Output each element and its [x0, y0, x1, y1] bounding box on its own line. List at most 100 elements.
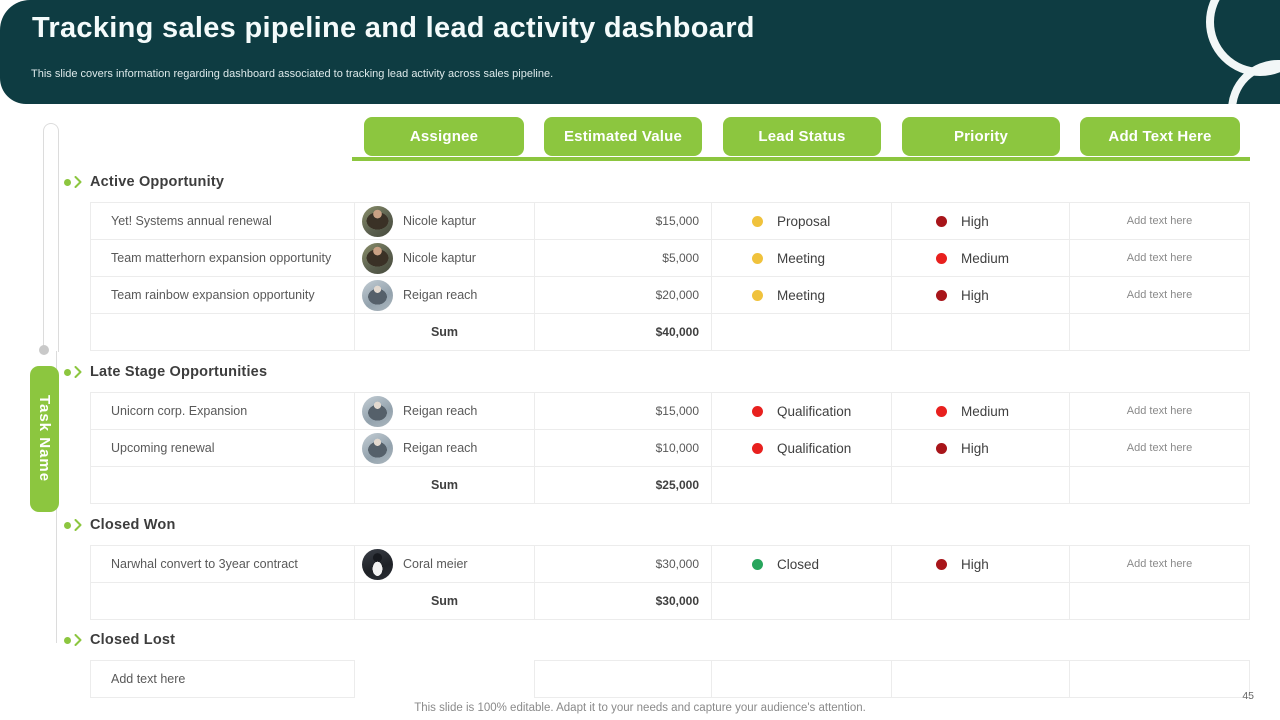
task-cell: Yet! Systems annual renewal: [90, 202, 355, 240]
status-cell: [711, 660, 892, 698]
note-cell[interactable]: Add text here: [1069, 392, 1250, 430]
column-header-assignee[interactable]: Assignee: [364, 117, 524, 156]
sum-label-cell: Sum: [354, 313, 535, 351]
priority-dot-icon: [936, 289, 947, 301]
note-cell[interactable]: Add text here: [1069, 276, 1250, 314]
priority-dot-icon: [936, 558, 947, 570]
status-cell: Qualification: [711, 392, 892, 430]
status-cell: Closed: [711, 545, 892, 583]
assignee-cell: Nicole kaptur: [354, 239, 535, 277]
task-cell: Unicorn corp. Expansion: [90, 392, 355, 430]
footer-note: This slide is 100% editable. Adapt it to…: [414, 702, 866, 714]
priority-dot-icon: [936, 405, 947, 417]
value-cell: [534, 660, 712, 698]
status-dot-icon: [752, 442, 763, 454]
task-name-label: Task Name: [30, 366, 59, 512]
priority-label: High: [961, 556, 989, 572]
task-cell: [90, 466, 355, 504]
assignee-cell: Reigan reach: [354, 276, 535, 314]
status-label: Meeting: [777, 250, 826, 266]
avatar: [362, 242, 393, 274]
note-cell[interactable]: Add text here: [1069, 202, 1250, 240]
priority-dot-icon: [936, 215, 947, 227]
status-label: Qualification: [777, 440, 852, 456]
assignee-cell: Reigan reach: [354, 392, 535, 430]
status-label: Proposal: [777, 213, 831, 229]
table-row: Yet! Systems annual renewal Nicole kaptu…: [90, 202, 1250, 240]
section-marker-icon: [64, 176, 82, 188]
note-cell[interactable]: Add text here: [1069, 239, 1250, 277]
sum-value-cell: $25,000: [534, 466, 712, 504]
column-header-lead-status[interactable]: Lead Status: [723, 117, 881, 156]
assignee-cell: Nicole kaptur: [354, 202, 535, 240]
assignee-cell: Coral meier: [354, 545, 535, 583]
task-cell[interactable]: Add text here: [90, 660, 355, 698]
status-dot-icon: [752, 289, 763, 301]
value-cell: $15,000: [534, 202, 712, 240]
status-cell: [711, 466, 892, 504]
value-cell: $10,000: [534, 429, 712, 467]
priority-label: Medium: [961, 403, 1010, 419]
priority-cell: [891, 313, 1070, 351]
priority-cell: High: [891, 202, 1070, 240]
note-cell: [1069, 582, 1250, 620]
priority-label: High: [961, 213, 989, 229]
header-underline: [352, 157, 1250, 161]
section-heading: Closed Lost: [64, 629, 175, 651]
timeline-end-dot-icon: [39, 345, 49, 355]
page-number: 45: [1242, 690, 1254, 702]
section-table: Unicorn corp. Expansion Reigan reach $15…: [90, 392, 1250, 504]
priority-cell: [891, 582, 1070, 620]
section-marker-icon: [64, 634, 82, 646]
note-cell: [1069, 466, 1250, 504]
table-row: Unicorn corp. Expansion Reigan reach $15…: [90, 392, 1250, 430]
status-dot-icon: [752, 558, 763, 570]
timeline-loop-line: [43, 123, 59, 352]
assignee-cell: Reigan reach: [354, 429, 535, 467]
priority-cell: High: [891, 276, 1070, 314]
chevron-right-icon: [74, 634, 82, 646]
table-row: Add text here: [90, 660, 1250, 698]
status-cell: Qualification: [711, 429, 892, 467]
column-header-estimated-value[interactable]: Estimated Value: [544, 117, 702, 156]
avatar: [362, 432, 393, 464]
section-table: Add text here: [90, 660, 1250, 698]
value-cell: $15,000: [534, 392, 712, 430]
priority-cell: Medium: [891, 239, 1070, 277]
status-cell: Meeting: [711, 276, 892, 314]
section-heading: Late Stage Opportunities: [64, 361, 267, 383]
status-dot-icon: [752, 215, 763, 227]
note-cell[interactable]: Add text here: [1069, 429, 1250, 467]
slide-subtitle: This slide covers information regarding …: [31, 68, 554, 80]
priority-cell: [891, 466, 1070, 504]
sum-label-cell: Sum: [354, 466, 535, 504]
task-cell: Narwhal convert to 3year contract: [90, 545, 355, 583]
assignee-name: Nicole kaptur: [403, 251, 476, 265]
task-cell: Team matterhorn expansion opportunity: [90, 239, 355, 277]
task-cell: Upcoming renewal: [90, 429, 355, 467]
table-row: Narwhal convert to 3year contract Coral …: [90, 545, 1250, 583]
status-cell: [711, 313, 892, 351]
section-heading: Closed Won: [64, 514, 176, 536]
priority-cell: High: [891, 545, 1070, 583]
status-dot-icon: [752, 252, 763, 264]
sum-row: Sum $30,000: [90, 582, 1250, 620]
priority-label: Medium: [961, 250, 1010, 266]
table-row: Team matterhorn expansion opportunity Ni…: [90, 239, 1250, 277]
priority-label: High: [961, 440, 989, 456]
section-marker-icon: [64, 366, 82, 378]
sum-row: Sum $40,000: [90, 313, 1250, 351]
column-header-priority[interactable]: Priority: [902, 117, 1060, 156]
note-cell[interactable]: Add text here: [1069, 545, 1250, 583]
column-header-add-text[interactable]: Add Text Here: [1080, 117, 1240, 156]
assignee-name: Reigan reach: [403, 288, 478, 302]
section-table: Yet! Systems annual renewal Nicole kaptu…: [90, 202, 1250, 351]
priority-dot-icon: [936, 442, 947, 454]
assignee-name: Reigan reach: [403, 441, 478, 455]
avatar: [362, 279, 393, 311]
avatar: [362, 205, 393, 237]
chevron-right-icon: [74, 519, 82, 531]
task-cell: [90, 582, 355, 620]
section-marker-icon: [64, 519, 82, 531]
